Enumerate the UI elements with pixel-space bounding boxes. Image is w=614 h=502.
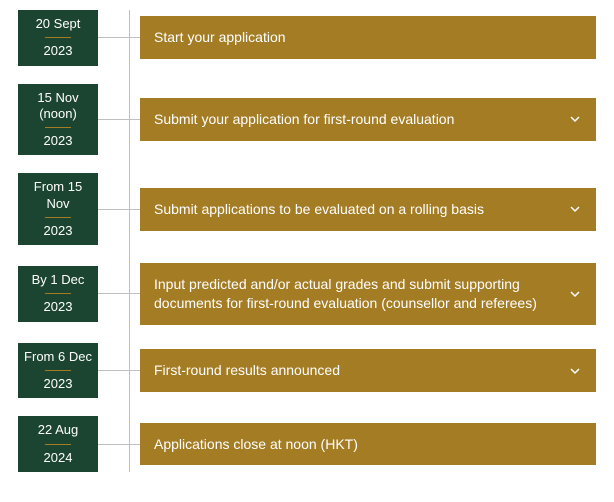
timeline-row: 15 Nov (noon) 2023 Submit your application… bbox=[18, 84, 596, 156]
date-top: From 6 Dec bbox=[24, 349, 92, 365]
date-top: 22 Aug bbox=[38, 422, 79, 438]
date-top: 20 Sept bbox=[36, 16, 81, 32]
date-box: By 1 Dec 2023 bbox=[18, 266, 98, 322]
date-top: By 1 Dec bbox=[32, 272, 85, 288]
date-top: From 15 Nov bbox=[22, 179, 94, 212]
bar-label: Submit applications to be evaluated on a… bbox=[154, 200, 568, 219]
connector-line bbox=[98, 293, 140, 294]
timeline-bar[interactable]: Submit applications to be evaluated on a… bbox=[140, 188, 596, 231]
bar-label: First-round results announced bbox=[154, 361, 568, 380]
timeline-row: By 1 Dec 2023 Input predicted and/or actua… bbox=[18, 263, 596, 325]
bar-label: Applications close at noon (HKT) bbox=[154, 435, 582, 454]
date-bottom: 2023 bbox=[44, 223, 73, 239]
bar-label: Submit your application for first-round … bbox=[154, 110, 568, 129]
date-top: 15 Nov (noon) bbox=[22, 90, 94, 123]
timeline-row: From 6 Dec 2023 First-round results announ… bbox=[18, 343, 596, 399]
chevron-down-icon[interactable] bbox=[568, 287, 582, 301]
connector-line bbox=[98, 209, 140, 210]
timeline-bar[interactable]: Input predicted and/or actual grades and… bbox=[140, 263, 596, 325]
date-divider bbox=[45, 444, 71, 445]
timeline-bar[interactable]: Submit your application for first-round … bbox=[140, 98, 596, 141]
date-box: 15 Nov (noon) 2023 bbox=[18, 84, 98, 156]
date-divider bbox=[45, 370, 71, 371]
date-divider bbox=[45, 217, 71, 218]
date-bottom: 2023 bbox=[44, 133, 73, 149]
timeline-bar[interactable]: First-round results announced bbox=[140, 349, 596, 392]
timeline: 20 Sept 2023 Start your application 15 Nov … bbox=[18, 10, 596, 472]
connector-line bbox=[98, 444, 140, 445]
timeline-bar: Applications close at noon (HKT) bbox=[140, 423, 596, 466]
connector-line bbox=[98, 37, 140, 38]
date-box: 20 Sept 2023 bbox=[18, 10, 98, 66]
timeline-bar: Start your application bbox=[140, 16, 596, 59]
chevron-down-icon[interactable] bbox=[568, 202, 582, 216]
timeline-row: 20 Sept 2023 Start your application bbox=[18, 10, 596, 66]
chevron-down-icon[interactable] bbox=[568, 112, 582, 126]
timeline-row: From 15 Nov 2023 Submit applications to be… bbox=[18, 173, 596, 245]
date-box: From 6 Dec 2023 bbox=[18, 343, 98, 399]
chevron-down-icon[interactable] bbox=[568, 364, 582, 378]
date-box: 22 Aug 2024 bbox=[18, 416, 98, 472]
date-divider bbox=[45, 293, 71, 294]
bar-label: Input predicted and/or actual grades and… bbox=[154, 275, 568, 313]
date-box: From 15 Nov 2023 bbox=[18, 173, 98, 245]
connector-line bbox=[98, 370, 140, 371]
date-divider bbox=[45, 127, 71, 128]
date-divider bbox=[45, 37, 71, 38]
timeline-row: 22 Aug 2024 Applications close at noon (HK… bbox=[18, 416, 596, 472]
date-bottom: 2023 bbox=[44, 376, 73, 392]
connector-line bbox=[98, 119, 140, 120]
date-bottom: 2023 bbox=[44, 43, 73, 59]
date-bottom: 2024 bbox=[44, 450, 73, 466]
date-bottom: 2023 bbox=[44, 299, 73, 315]
bar-label: Start your application bbox=[154, 28, 582, 47]
